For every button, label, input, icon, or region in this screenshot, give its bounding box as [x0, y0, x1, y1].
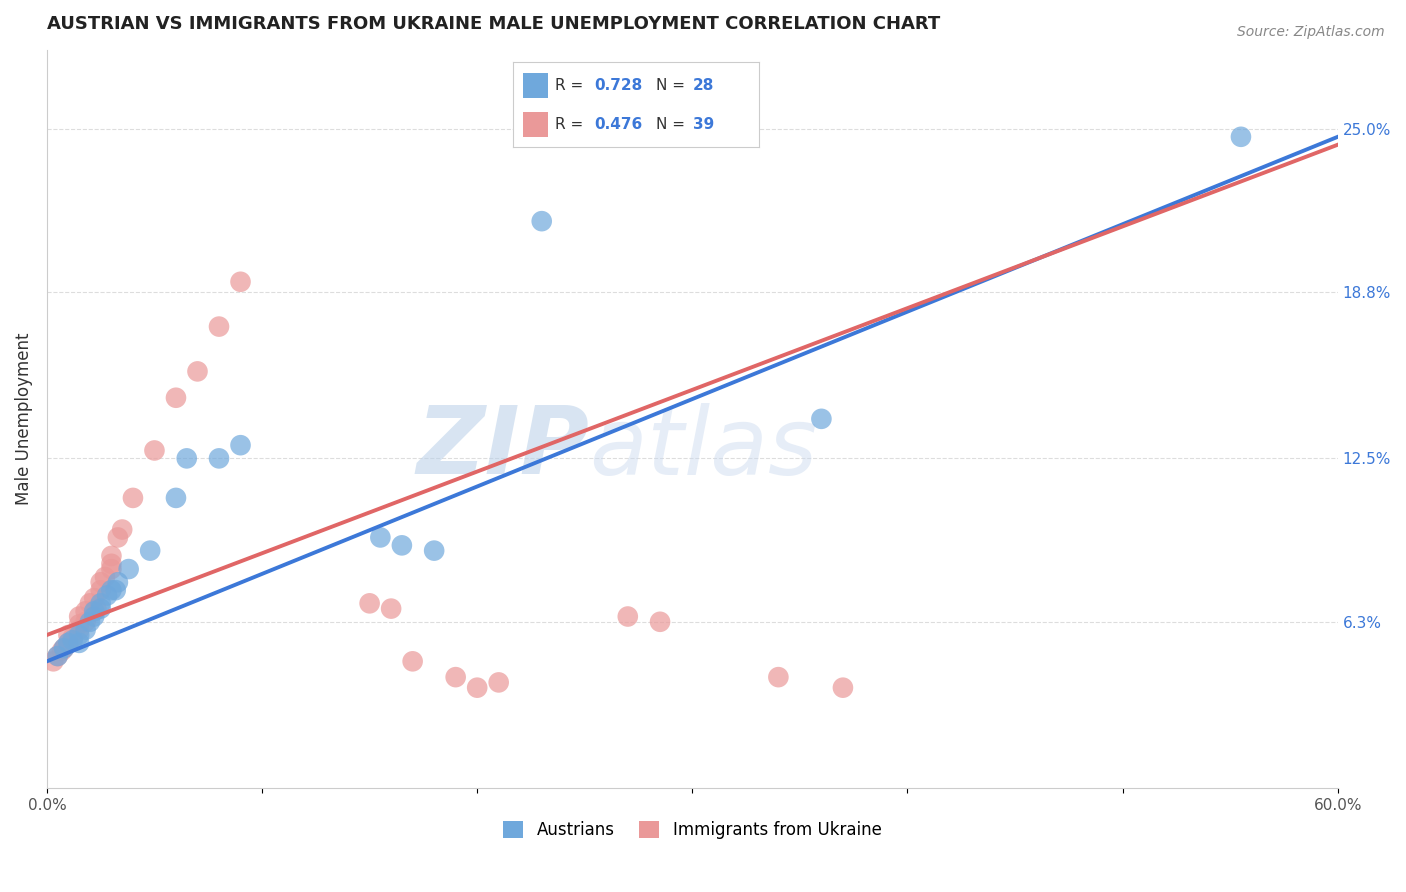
Point: [53, 641, 76, 656]
Point: [79, 596, 101, 610]
Point: [391, 538, 413, 552]
Point: [62, 633, 84, 648]
Point: [83, 604, 105, 618]
Point: [176, 451, 198, 466]
Legend: Austrians, Immigrants from Ukraine: Austrians, Immigrants from Ukraine: [496, 814, 889, 846]
Point: [423, 543, 446, 558]
Point: [530, 214, 553, 228]
Text: ZIP: ZIP: [416, 402, 589, 494]
Point: [58, 636, 80, 650]
Text: 0.476: 0.476: [595, 117, 643, 132]
Point: [75, 604, 97, 618]
Point: [111, 523, 134, 537]
Point: [62, 631, 84, 645]
Point: [75, 615, 97, 629]
Point: [79, 615, 101, 629]
Point: [832, 681, 855, 695]
Point: [165, 391, 187, 405]
Text: R =: R =: [555, 117, 588, 132]
Point: [90, 601, 112, 615]
Point: [208, 319, 231, 334]
Point: [53, 641, 76, 656]
Point: [139, 543, 162, 558]
Point: [186, 364, 208, 378]
Point: [90, 596, 112, 610]
Text: atlas: atlas: [589, 403, 817, 494]
Point: [46, 648, 69, 663]
Text: 0.728: 0.728: [595, 78, 643, 93]
Point: [444, 670, 467, 684]
FancyBboxPatch shape: [523, 72, 547, 98]
Point: [617, 609, 640, 624]
Point: [46, 648, 69, 663]
Point: [51, 644, 73, 658]
Y-axis label: Male Unemployment: Male Unemployment: [15, 333, 32, 505]
Point: [90, 583, 112, 598]
Point: [401, 654, 423, 668]
Point: [67, 636, 90, 650]
Point: [100, 562, 122, 576]
Point: [67, 609, 90, 624]
Point: [810, 412, 832, 426]
Point: [100, 557, 122, 571]
Point: [58, 628, 80, 642]
Text: AUSTRIAN VS IMMIGRANTS FROM UKRAINE MALE UNEMPLOYMENT CORRELATION CHART: AUSTRIAN VS IMMIGRANTS FROM UKRAINE MALE…: [46, 15, 941, 33]
Point: [229, 275, 252, 289]
Point: [86, 601, 108, 615]
Point: [648, 615, 671, 629]
Text: N =: N =: [655, 78, 690, 93]
Point: [100, 549, 122, 563]
Text: 39: 39: [693, 117, 714, 132]
Point: [122, 491, 145, 505]
Point: [370, 531, 392, 545]
Point: [107, 531, 129, 545]
Point: [359, 596, 381, 610]
Point: [488, 675, 510, 690]
Point: [107, 575, 129, 590]
Text: Source: ZipAtlas.com: Source: ZipAtlas.com: [1237, 25, 1385, 39]
Point: [465, 681, 488, 695]
Text: N =: N =: [655, 117, 690, 132]
Point: [75, 623, 97, 637]
Point: [94, 570, 117, 584]
Point: [58, 636, 80, 650]
Text: 28: 28: [693, 78, 714, 93]
Point: [143, 443, 166, 458]
Point: [96, 589, 118, 603]
Point: [380, 601, 402, 615]
Point: [67, 628, 90, 642]
Point: [229, 438, 252, 452]
Point: [83, 609, 105, 624]
Point: [104, 583, 127, 598]
Point: [42, 654, 65, 668]
Point: [117, 562, 139, 576]
Point: [1230, 129, 1253, 144]
Point: [67, 623, 90, 637]
Point: [208, 451, 231, 466]
Text: R =: R =: [555, 78, 588, 93]
Point: [67, 617, 90, 632]
Point: [165, 491, 187, 505]
Point: [768, 670, 790, 684]
Point: [100, 583, 122, 598]
Point: [90, 575, 112, 590]
FancyBboxPatch shape: [523, 112, 547, 137]
Point: [83, 591, 105, 605]
